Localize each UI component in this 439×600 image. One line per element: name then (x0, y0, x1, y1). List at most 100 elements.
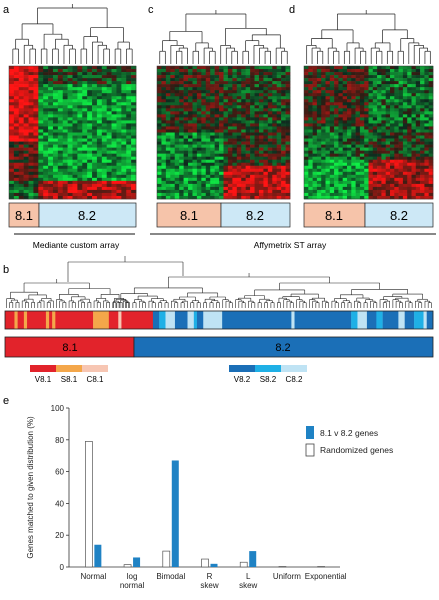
heatmap-cell (312, 138, 318, 142)
heatmap-cell (411, 180, 417, 185)
heatmap-cell (192, 81, 198, 85)
heatmap-cell (52, 123, 59, 127)
heatmap-cell (281, 84, 286, 88)
heatmap-cell (236, 186, 242, 191)
heatmap-cell (201, 90, 207, 94)
heatmap-cell (276, 144, 282, 148)
heatmap-cell (342, 108, 348, 112)
heatmap-cell (232, 180, 238, 185)
heatmap-cell (263, 90, 269, 94)
heatmap-cell (285, 162, 291, 167)
heatmap-cell (23, 69, 29, 73)
heatmap-cell (312, 168, 318, 173)
heatmap-cell (101, 192, 107, 197)
heatmap-cell (316, 138, 322, 142)
heatmap-cell (424, 96, 429, 100)
heatmap-cell (101, 81, 107, 85)
heatmap-cell (201, 174, 207, 179)
heatmap-cell (48, 69, 54, 73)
heatmap-cell (77, 195, 83, 200)
heatmap-cell (385, 144, 391, 148)
heatmap-cell (338, 186, 343, 191)
heatmap-cell (106, 162, 112, 167)
subtype-strip-segment (366, 311, 377, 329)
heatmap-cell (165, 177, 171, 182)
heatmap-cell (96, 156, 103, 160)
heatmap-cell (9, 90, 15, 94)
heatmap-cell (368, 195, 374, 200)
heatmap-cell (263, 66, 269, 70)
heatmap-cell (334, 96, 339, 100)
heatmap-cell (236, 87, 242, 91)
heatmap-cell (351, 126, 356, 130)
heatmap-cell (329, 144, 335, 148)
heatmap-cell (424, 138, 429, 142)
heatmap-cell (28, 138, 34, 142)
heatmap-cell (101, 102, 107, 106)
heatmap-cell (245, 69, 251, 73)
heatmap-cell (126, 168, 132, 173)
heatmap-cell (390, 108, 395, 112)
heatmap-cell (48, 186, 54, 191)
heatmap-cell (43, 183, 49, 188)
heatmap-cell (372, 129, 378, 133)
heatmap-cell (338, 159, 343, 164)
heatmap-cell (201, 111, 207, 115)
heatmap-cell (52, 189, 59, 194)
y-tick-label: 40 (55, 499, 64, 508)
heatmap-cell (377, 135, 382, 139)
heatmap-cell (174, 132, 180, 136)
heatmap-cell (179, 165, 184, 170)
heatmap-cell (381, 162, 386, 167)
heatmap-cell (210, 147, 215, 151)
heatmap-cell (62, 168, 68, 173)
heatmap-cell (381, 72, 386, 76)
heatmap-cell (316, 177, 322, 182)
heatmap-cell (428, 66, 434, 70)
heatmap-cell (398, 144, 404, 148)
heatmap-cell (312, 69, 318, 73)
heatmap-cell (381, 105, 386, 109)
heatmap-cell (196, 87, 202, 91)
heatmap-cell (106, 123, 112, 127)
heatmap-cell (13, 132, 20, 136)
heatmap-cell (325, 180, 331, 185)
bar-randomized (85, 441, 93, 568)
heatmap-cell (188, 189, 193, 194)
heatmap-cell (72, 117, 78, 121)
heatmap-cell (385, 87, 391, 91)
heatmap-cell (420, 174, 425, 179)
heatmap-cell (329, 111, 335, 115)
heatmap-cell (13, 147, 20, 151)
heatmap-cell (316, 111, 322, 115)
heatmap-cell (170, 99, 176, 103)
heatmap-cell (424, 162, 429, 167)
heatmap-cell (192, 132, 198, 136)
heatmap-cell (258, 177, 264, 182)
heatmap-cell (33, 159, 39, 164)
heatmap-cell (38, 150, 44, 154)
heatmap-cell (57, 159, 64, 164)
heatmap-cell (227, 117, 233, 121)
heatmap-cell (57, 81, 64, 85)
heatmap-cell (28, 114, 34, 118)
heatmap-cell (205, 168, 211, 173)
heatmap-cell (385, 186, 391, 191)
heatmap-cell (338, 105, 343, 109)
heatmap-cell (92, 189, 98, 194)
heatmap-cell (272, 114, 277, 118)
heatmap-cell (359, 168, 365, 173)
heatmap-cell (223, 129, 229, 133)
heatmap-cell (347, 69, 352, 73)
heatmap-cell (359, 156, 365, 160)
heatmap-cell (428, 84, 434, 88)
heatmap-cell (411, 144, 417, 148)
bar-8182 (171, 460, 179, 567)
heatmap-cell (424, 132, 429, 136)
heatmap-cell (57, 90, 64, 94)
heatmap-cell (196, 168, 202, 173)
heatmap-cell (250, 138, 255, 142)
heatmap-cell (236, 81, 242, 85)
heatmap-cell (415, 159, 421, 164)
heatmap-cell (250, 177, 255, 182)
